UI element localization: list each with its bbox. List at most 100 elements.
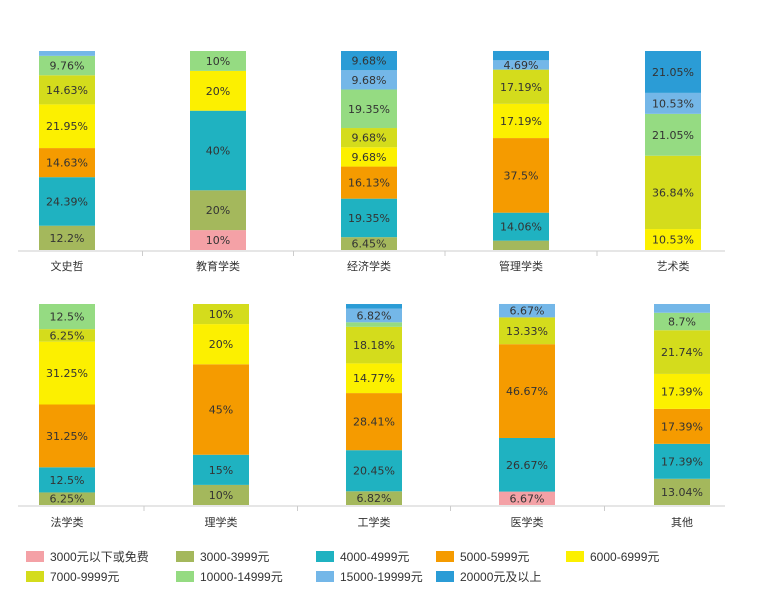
bar-segment <box>39 148 95 178</box>
bar-segment <box>39 225 95 250</box>
legend-item: 20000元及以上 <box>436 568 541 585</box>
bar-group-艺术类: 10.53% 36.84% 21.05% 10.53% 21.05% <box>645 51 701 250</box>
category-label: 理学类 <box>205 515 238 529</box>
data-label: 6.82% <box>357 492 392 505</box>
bar-segment <box>654 304 710 313</box>
data-label: 19.35% <box>348 212 390 225</box>
legend-item: 15000-19999元 <box>316 568 423 585</box>
bar-segment <box>193 484 249 505</box>
legend-item: 4000-4999元 <box>316 548 409 565</box>
data-label: 13.04% <box>661 486 703 499</box>
data-label: 9.68% <box>352 132 387 145</box>
category-label: 工学类 <box>358 515 391 529</box>
bar-segment <box>493 50 549 61</box>
bar-segment <box>190 230 246 250</box>
bar-segment <box>499 491 555 505</box>
data-label: 12.5% <box>50 311 85 324</box>
legend-label: 4000-4999元 <box>340 550 410 564</box>
data-label: 14.77% <box>353 372 395 385</box>
legend-swatch <box>26 551 44 562</box>
legend-swatch <box>316 571 334 582</box>
bar-segment <box>346 322 402 327</box>
bar-segment <box>654 443 710 479</box>
bar-segment <box>190 51 246 71</box>
bar-group-法学类: 6.25% 12.5% 31.25% 31.25% 6.25% 12.5% <box>39 304 95 506</box>
bar-segment <box>346 304 402 309</box>
bar-segment <box>341 237 397 250</box>
data-label: 28.41% <box>353 416 395 429</box>
category-label: 管理学类 <box>499 259 543 273</box>
bar-segment <box>39 75 95 105</box>
data-label: 17.19% <box>500 81 542 94</box>
bar-segment <box>645 92 701 114</box>
legend-label: 3000-3999元 <box>200 550 270 564</box>
legend-item: 5000-5999元 <box>436 548 529 565</box>
legend-label: 15000-19999元 <box>340 570 423 584</box>
bar-segment <box>346 363 402 394</box>
legend-swatch <box>566 551 584 562</box>
bar-segment <box>341 70 397 90</box>
data-label: 6.45% <box>352 238 387 251</box>
legend-item: 10000-14999元 <box>176 568 283 585</box>
bar-group-理学类: 10% 15% 45% 20% 10% <box>193 304 249 505</box>
data-label: 6.25% <box>50 329 85 342</box>
bar-segment <box>346 393 402 451</box>
legend-label: 5000-5999元 <box>460 550 530 564</box>
bar-segment <box>493 69 549 104</box>
legend-label: 6000-6999元 <box>590 550 660 564</box>
bar-segment <box>645 51 701 93</box>
data-label: 36.84% <box>652 186 694 199</box>
bar-segment <box>39 304 95 330</box>
bar-segment <box>645 113 701 156</box>
bar-segment <box>39 104 95 149</box>
bar-segment <box>341 166 397 199</box>
legend-label: 20000元及以上 <box>460 570 542 584</box>
data-label: 14.63% <box>46 157 88 170</box>
bar-segment <box>499 437 555 492</box>
data-label: 6.25% <box>50 493 85 506</box>
bar-segment <box>493 60 549 70</box>
bar-group-经济学类: 6.45% 19.35% 16.13% 9.68% 9.68% 19.35% 9.68% 9.… <box>341 51 397 251</box>
category-label: 其他 <box>671 516 693 529</box>
data-label: 17.39% <box>661 455 703 468</box>
bar-segment <box>493 212 549 241</box>
data-label: 17.39% <box>661 420 703 433</box>
bar-segment <box>493 103 549 139</box>
bar-segment <box>493 138 549 213</box>
legend-swatch <box>26 571 44 582</box>
bar-segment <box>499 317 555 345</box>
bar-group-医学类: 6.67% 26.67% 46.67% 13.33% 6.67% <box>499 303 555 505</box>
bar-segment <box>341 147 397 167</box>
bar-group-文史哲: 12.2% 24.39% 14.63% 21.95% 14.63% 9.76% <box>39 51 95 250</box>
data-label: 10.53% <box>652 234 694 247</box>
data-label: 14.63% <box>46 84 88 97</box>
data-label: 4.69% <box>504 59 539 72</box>
category-label: 法学类 <box>51 515 84 529</box>
bar-segment <box>39 329 95 342</box>
legend-swatch <box>316 551 334 562</box>
legend-label: 7000-9999元 <box>50 570 120 584</box>
legend-swatch <box>436 551 454 562</box>
data-label: 13.33% <box>506 325 548 338</box>
bar-segment <box>39 51 95 56</box>
legend-swatch <box>176 551 194 562</box>
data-label: 9.68% <box>352 74 387 87</box>
bar-segment <box>193 304 249 325</box>
bar-segment <box>346 326 402 364</box>
data-label: 10% <box>206 55 230 68</box>
bar-segment <box>193 364 249 455</box>
data-label: 10% <box>209 308 233 321</box>
data-label: 40% <box>206 145 230 158</box>
bar-segment <box>499 344 555 438</box>
category-label: 经济学类 <box>347 259 391 273</box>
legend-item: 3000-3999元 <box>176 548 269 565</box>
bar-segment <box>645 155 701 230</box>
data-label: 20% <box>209 338 233 351</box>
data-label: 31.25% <box>46 367 88 380</box>
data-label: 9.68% <box>352 151 387 164</box>
data-label: 17.19% <box>500 115 542 128</box>
bar-segment <box>341 128 397 148</box>
data-label: 21.74% <box>661 346 703 359</box>
data-label: 10% <box>206 234 230 247</box>
